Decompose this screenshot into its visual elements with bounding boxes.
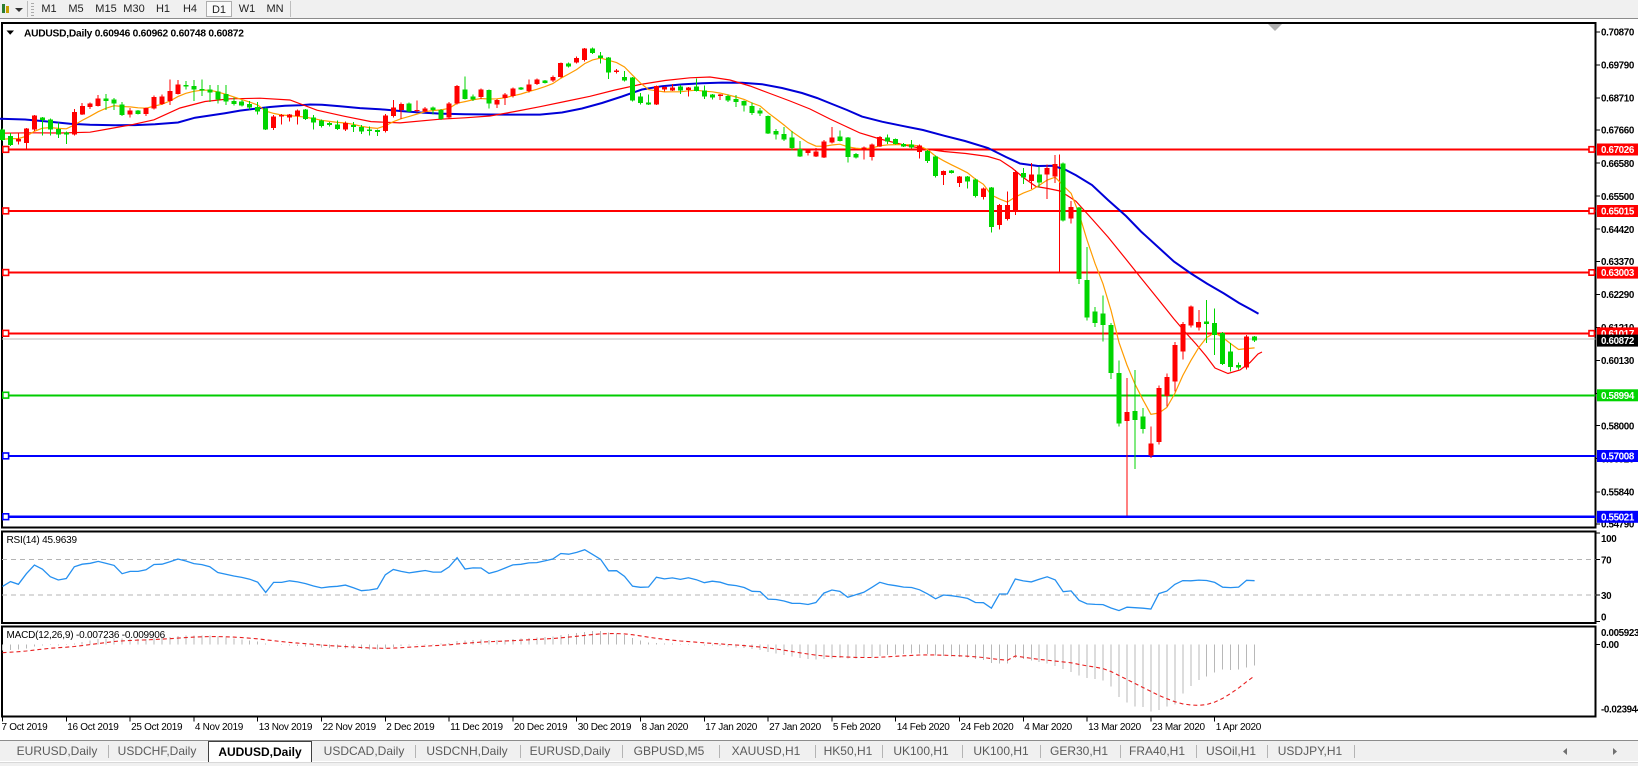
svg-text:0.60130: 0.60130 (1601, 356, 1635, 367)
svg-text:13 Mar 2020: 13 Mar 2020 (1088, 722, 1142, 733)
svg-text:0.60872: 0.60872 (1601, 336, 1635, 347)
svg-text:23 Mar 2020: 23 Mar 2020 (1152, 722, 1206, 733)
svg-text:0.55021: 0.55021 (1601, 512, 1635, 523)
svg-text:4 Nov 2019: 4 Nov 2019 (195, 722, 244, 733)
svg-text:7 Oct 2019: 7 Oct 2019 (2, 722, 49, 733)
svg-text:0.62290: 0.62290 (1601, 290, 1635, 301)
svg-text:RSI(14) 45.9639: RSI(14) 45.9639 (7, 535, 78, 546)
svg-text:14 Feb 2020: 14 Feb 2020 (897, 722, 951, 733)
svg-text:0.58000: 0.58000 (1601, 421, 1635, 432)
svg-text:70: 70 (1601, 556, 1612, 567)
svg-text:0.57008: 0.57008 (1601, 452, 1635, 463)
svg-text:0.55840: 0.55840 (1601, 487, 1635, 498)
svg-text:0.00: 0.00 (1601, 640, 1620, 651)
svg-text:30: 30 (1601, 591, 1612, 602)
svg-text:22 Nov 2019: 22 Nov 2019 (323, 722, 377, 733)
svg-text:0.005923: 0.005923 (1601, 628, 1638, 639)
svg-text:0.63003: 0.63003 (1601, 268, 1635, 279)
svg-text:13 Nov 2019: 13 Nov 2019 (259, 722, 313, 733)
svg-text:0.66580: 0.66580 (1601, 159, 1635, 170)
svg-text:8 Jan 2020: 8 Jan 2020 (642, 722, 689, 733)
svg-text:0.58994: 0.58994 (1601, 391, 1635, 402)
svg-text:AUDUSD,Daily 0.60946 0.60962: AUDUSD,Daily 0.60946 0.60962 0.60748 0.6… (24, 28, 244, 39)
svg-text:0.65500: 0.65500 (1601, 192, 1635, 203)
svg-text:0.63370: 0.63370 (1601, 257, 1635, 268)
svg-text:0.70870: 0.70870 (1601, 28, 1635, 39)
svg-text:0.69790: 0.69790 (1601, 61, 1635, 72)
svg-text:17 Jan 2020: 17 Jan 2020 (705, 722, 757, 733)
svg-text:0.67026: 0.67026 (1601, 145, 1635, 156)
svg-text:0.64420: 0.64420 (1601, 225, 1635, 236)
svg-text:11 Dec 2019: 11 Dec 2019 (450, 722, 503, 733)
svg-text:0.67660: 0.67660 (1601, 126, 1635, 137)
svg-text:27 Jan 2020: 27 Jan 2020 (769, 722, 821, 733)
svg-text:25 Oct 2019: 25 Oct 2019 (131, 722, 183, 733)
svg-text:-0.023944: -0.023944 (1601, 705, 1638, 716)
svg-text:100: 100 (1601, 534, 1617, 545)
svg-text:1 Apr 2020: 1 Apr 2020 (1216, 722, 1262, 733)
svg-text:24 Feb 2020: 24 Feb 2020 (961, 722, 1015, 733)
svg-text:0: 0 (1601, 612, 1607, 623)
svg-text:MACD(12,26,9) -0.007236 -0.009: MACD(12,26,9) -0.007236 -0.009906 (7, 630, 166, 641)
svg-text:2 Dec 2019: 2 Dec 2019 (386, 722, 435, 733)
svg-text:0.54790: 0.54790 (1601, 520, 1635, 531)
svg-text:30 Dec 2019: 30 Dec 2019 (578, 722, 632, 733)
svg-text:20 Dec 2019: 20 Dec 2019 (514, 722, 568, 733)
svg-text:0.65015: 0.65015 (1601, 207, 1635, 218)
svg-text:0.61017: 0.61017 (1601, 329, 1635, 340)
svg-text:5 Feb 2020: 5 Feb 2020 (833, 722, 881, 733)
svg-text:4 Mar 2020: 4 Mar 2020 (1024, 722, 1072, 733)
svg-text:0.68710: 0.68710 (1601, 94, 1635, 105)
svg-text:16 Oct 2019: 16 Oct 2019 (67, 722, 119, 733)
